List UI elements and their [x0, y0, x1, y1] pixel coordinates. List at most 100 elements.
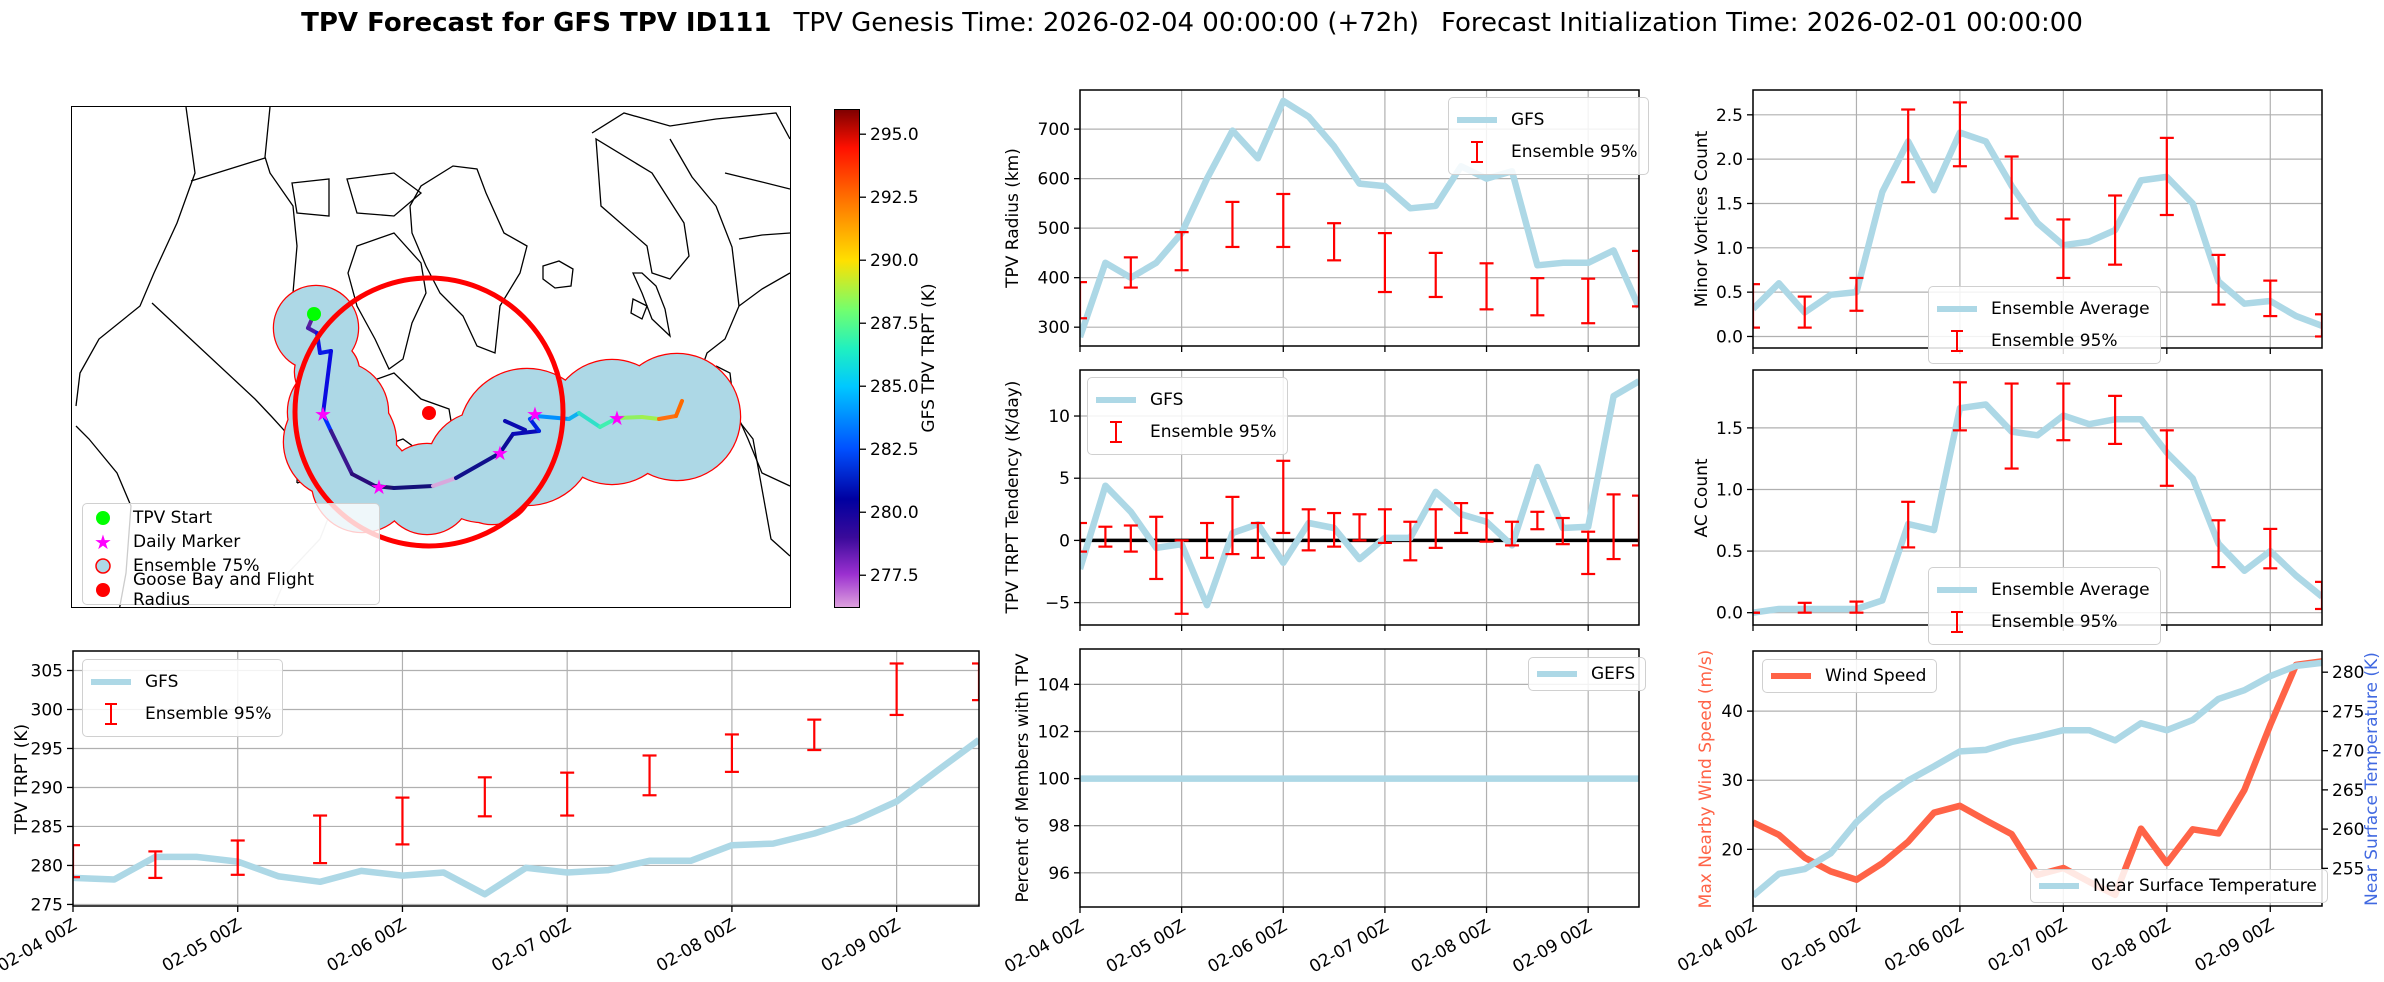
- errorbar: [2108, 394, 2123, 446]
- line-swatch-icon: [2039, 874, 2079, 898]
- europe-borders: [669, 138, 790, 307]
- y-tick-label: 700: [1038, 120, 1070, 140]
- legend-item-ensemble: Ensemble 95%: [1096, 416, 1277, 448]
- tendency-ylabel: TPV TRPT Tendency (K/day): [1003, 380, 1023, 614]
- errorbar: [1753, 283, 1760, 329]
- y-tick-label: 2.5: [1716, 106, 1743, 126]
- legend-item-daily-marker: ★ Daily Marker: [91, 530, 371, 554]
- errorbar: [1581, 277, 1596, 325]
- errorbar: [1149, 515, 1164, 581]
- ac-ylabel: AC Count: [1692, 458, 1712, 538]
- y-tick-label: 275: [31, 895, 63, 915]
- tendency-series-gfs: [1080, 378, 1639, 609]
- errorbar: [1797, 601, 1812, 614]
- circle-patch-icon: [91, 555, 115, 577]
- radius-ylabel: TPV Radius (km): [1003, 148, 1023, 288]
- x-tick-label: 02-05 00Z: [1103, 916, 1189, 977]
- legend-item-gefs: GEFS: [1537, 658, 1635, 690]
- errorbar: [1901, 108, 1916, 184]
- line-swatch-icon: [1937, 297, 1977, 321]
- y-tick-label: 295: [31, 739, 63, 759]
- x-tick-label: 02-07 00Z: [1985, 915, 2071, 976]
- errorbar-icon: [1457, 140, 1497, 164]
- ac-plot-area: [1753, 381, 2322, 616]
- y-tick-label: −5: [1045, 594, 1070, 614]
- errorbar: [1797, 295, 1812, 329]
- minor-plot-area: [1753, 101, 2322, 338]
- errorbar: [395, 796, 410, 846]
- colorbar-tick-label: 290.0: [870, 251, 919, 271]
- errorbar-icon: [91, 702, 131, 726]
- iceland: [542, 260, 574, 289]
- errorbar: [1555, 516, 1570, 546]
- y-tick-label: 1.0: [1716, 480, 1743, 500]
- errorbar: [1504, 520, 1519, 547]
- colorbar-tick-label: 295.0: [870, 125, 919, 145]
- temperature-ylabel: Near Surface Temperature (K): [2362, 652, 2382, 906]
- y2-tick-label: 270: [2332, 742, 2364, 762]
- colorbar: [834, 109, 860, 608]
- line-swatch-icon: [1937, 578, 1977, 602]
- x-tick-label: 02-05 00Z: [1778, 915, 1864, 976]
- errorbar: [1352, 513, 1367, 542]
- tendency-frame: [1079, 369, 1640, 626]
- y-tick-label: 305: [31, 661, 63, 681]
- island-b: [346, 172, 423, 217]
- red-dot-icon: [91, 579, 115, 601]
- y-tick-label: 1.5: [1716, 419, 1743, 439]
- errorbar: [1276, 459, 1291, 535]
- colorbar-tick-label: 282.5: [870, 440, 919, 460]
- errorbar: [2211, 253, 2226, 306]
- errorbar: [1098, 525, 1113, 548]
- errorbar: [1377, 232, 1392, 294]
- island-a: [291, 178, 330, 217]
- errorbar: [2263, 279, 2278, 318]
- map-legend: TPV Start ★ Daily Marker Ensemble 75% Goo…: [82, 503, 380, 610]
- ac-series-ensemble-average: [1753, 401, 2322, 616]
- errorbar: [1327, 511, 1342, 548]
- wind-axes: 02-04 00Z 02-05 00Z 02-06 00Z 02-07 00Z 02-0…: [1674, 650, 2364, 976]
- percent-axes: 02-04 00Z 02-05 00Z 02-06 00Z 02-07 00Z 02-0…: [1001, 648, 1640, 977]
- green-dot-icon: [91, 507, 115, 529]
- errorbar: [1952, 381, 1967, 432]
- x-tick-label: 02-07 00Z: [488, 915, 574, 976]
- colorbar-tick-label: 280.0: [870, 503, 919, 523]
- legend-item-ensemble-75: Ensemble 75%: [91, 554, 371, 578]
- baffin-island: [347, 232, 427, 370]
- errorbar: [1174, 231, 1189, 272]
- errorbar: [1952, 101, 1967, 168]
- errorbar: [1428, 508, 1443, 549]
- errorbar: [1901, 500, 1916, 549]
- errorbar: [1123, 524, 1138, 553]
- daily-marker-star: ★: [314, 402, 332, 426]
- errorbar: [1225, 495, 1240, 556]
- y-tick-label: 30: [1721, 771, 1743, 791]
- x-tick-label: 02-06 00Z: [324, 915, 410, 976]
- percent-legend: GEFS: [1528, 657, 1647, 691]
- errorbar: [2004, 382, 2019, 470]
- wind-legend: Wind Speed: [1762, 659, 1938, 693]
- trpt-plot-area: [73, 662, 979, 898]
- errorbar-icon: [1937, 329, 1977, 353]
- y2-tick-label: 255: [2332, 859, 2364, 879]
- percent-frame: [1079, 648, 1640, 908]
- errorbar: [2315, 313, 2322, 338]
- x-tick-label: 02-09 00Z: [2191, 915, 2277, 976]
- errorbar: [2004, 155, 2019, 220]
- tpv-start-marker: [307, 307, 321, 321]
- errorbar: [1530, 510, 1545, 531]
- y-tick-label: 0.5: [1716, 542, 1743, 562]
- flight-radius-circle: [292, 275, 566, 549]
- goose-bay-marker: [422, 406, 436, 420]
- errorbar: [313, 814, 328, 865]
- y-tick-label: 280: [31, 856, 63, 876]
- y-tick-label: 400: [1038, 269, 1070, 289]
- y-tick-label: 20: [1721, 840, 1743, 860]
- legend-item-average: Ensemble Average: [1937, 293, 2150, 325]
- radius-frame: [1079, 89, 1640, 347]
- y-tick-label: 500: [1038, 219, 1070, 239]
- legend-item-wind: Wind Speed: [1771, 660, 1926, 692]
- errorbar: [642, 754, 657, 797]
- x-tick-label: 02-06 00Z: [1204, 916, 1290, 977]
